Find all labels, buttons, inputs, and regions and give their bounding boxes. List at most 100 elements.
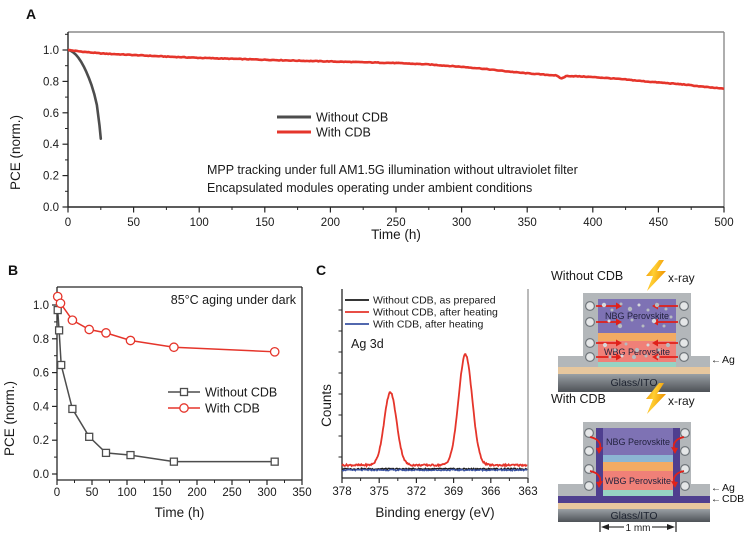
wo-ag-flange-right	[691, 356, 710, 367]
marker-circle	[55, 298, 66, 309]
svg-text:0.8: 0.8	[43, 76, 59, 88]
left-arrow-icon: ←	[711, 494, 721, 505]
wo-ag-column-right	[676, 293, 691, 367]
svg-text:Binding energy (eV): Binding energy (eV)	[375, 505, 494, 520]
schematic-with-cdb-title: With CDB	[551, 392, 606, 406]
svg-text:50: 50	[127, 217, 140, 229]
panel-c-chart: 378 375 372 369 366 363 Binding energy (eV) Cou…	[319, 289, 538, 520]
marker-square	[270, 457, 279, 466]
wi-cdb-bottom-layer	[558, 496, 710, 503]
wi-ag-column-left	[583, 422, 596, 496]
svg-text:500: 500	[714, 217, 733, 229]
wo-nbg-label: NBG Perovskite	[604, 311, 670, 321]
svg-text:Without CDB, as prepared: Without CDB, as prepared	[373, 295, 496, 307]
svg-text:Counts: Counts	[319, 384, 334, 427]
svg-text:0: 0	[65, 217, 71, 229]
marker-circle	[84, 324, 95, 335]
svg-text:85°C aging under dark: 85°C aging under dark	[171, 293, 297, 307]
svg-text:363: 363	[518, 486, 537, 498]
svg-text:1 mm: 1 mm	[626, 523, 651, 534]
wi-glass-label: Glass/ITO	[610, 509, 658, 522]
svg-text:0.2: 0.2	[33, 435, 49, 447]
wo-ag-flange-left	[558, 356, 583, 367]
marker-square	[54, 326, 64, 335]
svg-text:PCE (norm.): PCE (norm.)	[8, 115, 23, 190]
wi-cdb-strip-right	[673, 428, 680, 496]
svg-text:350: 350	[518, 217, 537, 229]
xray-label-without: x-ray	[668, 271, 695, 285]
svg-text:Without CDB, after heating: Without CDB, after heating	[373, 307, 498, 319]
svg-text:450: 450	[649, 217, 668, 229]
marker-square	[169, 457, 179, 466]
wo-glass-label: Glass/ITO	[610, 377, 658, 389]
wi-ag-column-right	[680, 422, 691, 496]
panel-a-label: A	[26, 6, 37, 22]
series-0-line	[56, 310, 275, 463]
svg-text:100: 100	[190, 217, 209, 229]
svg-text:0.6: 0.6	[43, 108, 59, 120]
marker-square	[101, 448, 111, 458]
panel-b-label: B	[8, 262, 19, 278]
wo-ag-pointer-label: ←Ag	[711, 354, 735, 367]
wo-ag-cap	[583, 293, 691, 299]
svg-text:150: 150	[152, 487, 171, 499]
schematic-without-cdb-title: Without CDB	[551, 269, 624, 283]
marker-circle	[101, 328, 111, 338]
marker-circle	[169, 342, 179, 353]
svg-text:150: 150	[255, 217, 274, 229]
svg-text:1.0: 1.0	[33, 300, 49, 312]
svg-text:1.0: 1.0	[43, 45, 59, 57]
wi-wbg-label: WBG Perovskite	[604, 475, 671, 486]
marker-square	[85, 432, 94, 441]
wi-ag-flange-left	[558, 484, 583, 496]
wi-lightblue-layer	[603, 455, 673, 462]
wo-wbg-label: WBG Perovskite	[603, 346, 670, 357]
svg-text:366: 366	[481, 486, 500, 498]
wo-teal-layer	[598, 362, 676, 367]
svg-text:0: 0	[54, 487, 60, 499]
wo-orange-layer	[598, 333, 676, 341]
wi-cdb-pointer-label: ←CDB	[711, 493, 745, 506]
panel-b-legend: Without CDB With CDB	[168, 386, 277, 416]
svg-text:0.4: 0.4	[43, 139, 60, 151]
svg-text:350: 350	[292, 487, 311, 499]
xps-series-0	[341, 466, 528, 471]
svg-text:375: 375	[370, 486, 389, 498]
svg-text:MPP tracking under full AM1.5G: MPP tracking under full AM1.5G illuminat…	[207, 163, 578, 177]
svg-text:250: 250	[222, 487, 241, 499]
svg-text:300: 300	[257, 487, 276, 499]
wo-glass-layer: Glass/ITO	[558, 374, 710, 392]
svg-text:0.8: 0.8	[33, 334, 49, 346]
marker-square	[68, 404, 77, 414]
svg-text:300: 300	[452, 217, 471, 229]
svg-text:With CDB: With CDB	[316, 126, 371, 140]
marker-circle	[125, 335, 136, 346]
series-1-line	[57, 296, 275, 353]
marker-circle	[269, 346, 280, 357]
marker-square	[53, 305, 62, 315]
wo-wbg-layer: WBG Perovskite	[598, 341, 676, 362]
wi-wbg-layer: WBG Perovskite	[603, 471, 673, 490]
svg-text:0.0: 0.0	[33, 469, 49, 481]
panel-a-chart: 0 50 100 150 200 250 300 350 400 450 500 0.0 0.2 0.4 0…	[8, 31, 734, 242]
svg-text:200: 200	[321, 217, 340, 229]
svg-text:Encapsulated modules operating: Encapsulated modules operating under amb…	[207, 181, 532, 195]
marker-square	[126, 450, 135, 460]
marker-square	[57, 360, 66, 370]
svg-text:0.2: 0.2	[43, 171, 59, 183]
svg-text:Time (h): Time (h)	[371, 227, 421, 242]
panel-b-chart: 0 50 100 150 200 250 300 350 0.0 0.2 0.4 0.6 0.8 1.0 T…	[2, 286, 312, 520]
wi-orange-layer	[603, 462, 673, 471]
svg-text:250: 250	[386, 217, 405, 229]
svg-text:372: 372	[407, 486, 426, 498]
wo-nbg-layer: NBG Perovskite	[598, 299, 676, 333]
wi-ag-flange-right	[691, 484, 710, 496]
wi-ito-layer	[558, 503, 710, 509]
marker-circle	[52, 291, 63, 302]
wi-nbg-label: NBG Perovskite	[605, 436, 671, 447]
svg-text:With CDB: With CDB	[205, 402, 260, 416]
wi-ag-pointer-label: ←Ag	[711, 482, 735, 495]
series-with-cdb-line	[67, 48, 725, 91]
